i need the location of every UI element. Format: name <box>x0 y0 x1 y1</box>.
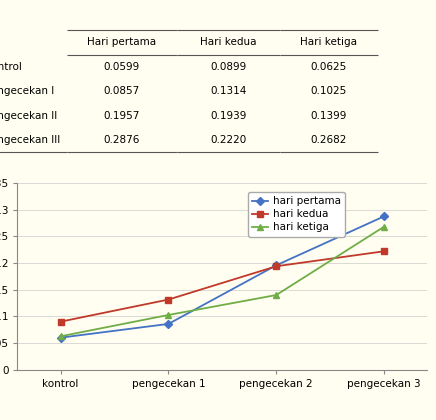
Line: hari ketiga: hari ketiga <box>58 224 387 339</box>
hari kedua <box>58 319 63 324</box>
hari ketiga <box>166 312 171 318</box>
hari pertama <box>274 263 279 268</box>
Legend: hari pertama, hari kedua, hari ketiga: hari pertama, hari kedua, hari ketiga <box>248 192 345 236</box>
Line: hari pertama: hari pertama <box>58 213 387 341</box>
hari kedua <box>166 297 171 302</box>
hari pertama <box>382 214 387 219</box>
hari pertama <box>58 335 63 340</box>
hari ketiga <box>382 224 387 229</box>
hari ketiga <box>58 334 63 339</box>
hari kedua <box>274 264 279 269</box>
hari ketiga <box>274 292 279 297</box>
hari kedua <box>382 249 387 254</box>
hari pertama <box>166 321 171 326</box>
Line: hari kedua: hari kedua <box>58 249 387 325</box>
